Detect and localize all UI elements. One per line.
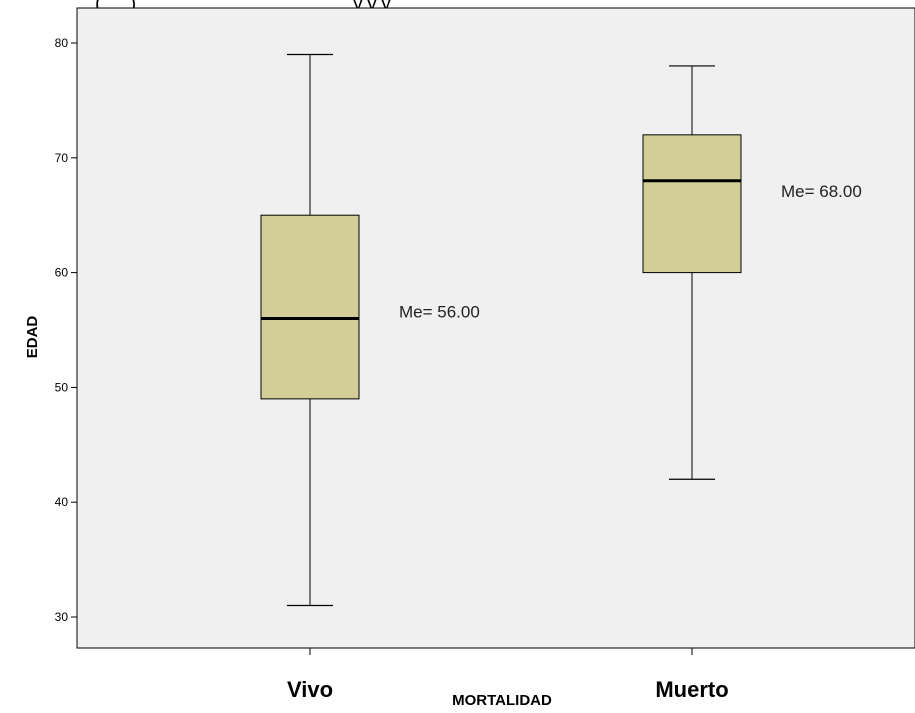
- y-tick-label: 40: [55, 495, 69, 509]
- y-tick-label: 50: [55, 380, 69, 394]
- iqr-box: [642, 134, 742, 274]
- y-tick-label: 80: [55, 36, 69, 50]
- y-tick-label: 30: [55, 610, 69, 624]
- x-tick-label: Vivo: [287, 677, 333, 702]
- x-axis-title: MORTALIDAD: [452, 692, 552, 709]
- y-axis-title: EDAD: [24, 316, 41, 359]
- y-tick-label: 70: [55, 151, 69, 165]
- y-tick-label: 60: [55, 266, 69, 280]
- median-annotation: Me= 56.00: [399, 303, 480, 322]
- median-annotation: Me= 68.00: [781, 182, 862, 201]
- x-tick-label: Muerto: [655, 677, 728, 702]
- x-axis: Vivo Muerto: [287, 648, 729, 702]
- plot-area: [76, 7, 915, 649]
- y-axis: 30 40 50 60 70 80: [55, 36, 77, 624]
- box-muerto: Me= 68.00: [642, 65, 862, 480]
- box-group: Me= 56.00 Me= 68.00: [260, 53, 862, 607]
- box-vivo: Me= 56.00: [260, 53, 480, 607]
- iqr-box: [260, 214, 360, 400]
